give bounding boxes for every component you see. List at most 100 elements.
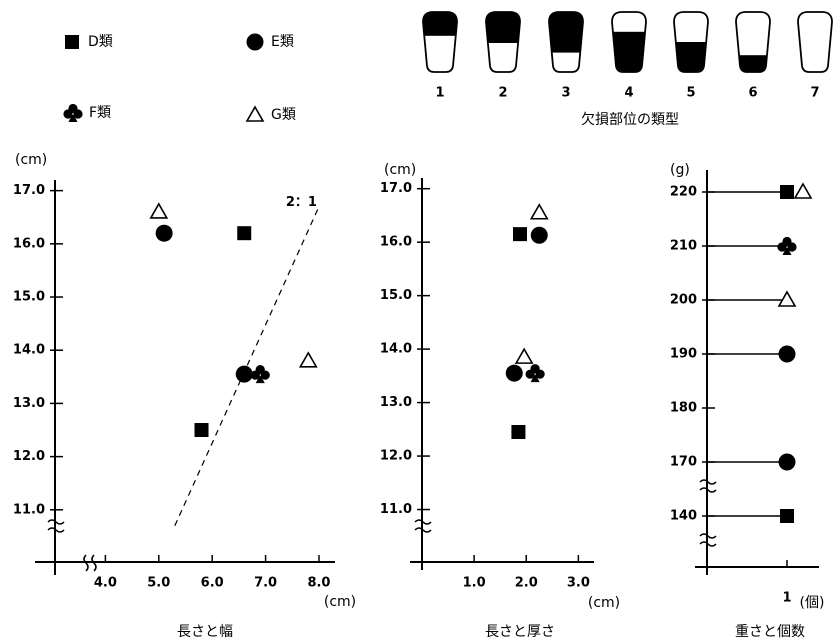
circle [246,33,264,51]
tool-outline [797,11,833,73]
marker-triangle [514,347,534,364]
chart-title: 長さと幅 [177,624,233,640]
legend-label: E類 [271,34,294,50]
tool-missing [549,12,583,53]
tool-label: 3 [561,86,570,101]
tool-body [486,12,520,72]
triangle [529,203,549,220]
y-tick-label: 11.0 [380,502,412,517]
tool-missing [486,12,520,43]
tool-outline [548,11,584,73]
marker-square [512,227,527,242]
square [511,424,526,439]
square [780,185,794,199]
club-stem [255,376,265,384]
tool-fill [798,12,832,72]
tool-shape: 5 [673,11,709,101]
tool-body [674,12,708,72]
y-tick-label: 220 [670,185,697,200]
circle [235,365,253,383]
square [194,423,209,438]
x-tick-label: 5.0 [147,576,170,591]
circle [778,345,796,363]
tool-shape: 2 [485,11,521,101]
marker-triangle [245,105,265,122]
tool-shape: 6 [735,11,771,101]
legend-label: F類 [89,105,111,121]
tool-shape: 4 [611,11,647,101]
club-leaf [63,109,73,119]
club-stem [530,375,540,383]
marker-circle [778,453,796,471]
club-leaf [787,242,797,252]
club-leaf [777,242,787,252]
marker-square [780,509,794,523]
marker-circle [246,33,264,51]
marker-triangle [149,202,169,219]
legend-label: G類 [271,107,296,123]
tool-missing [423,12,457,36]
triangle [149,202,169,219]
y-tick-label: 13.0 [13,396,45,411]
x-tick-label: 6.0 [201,576,224,591]
y-axis-label: (cm) [384,162,416,178]
club-stem [68,115,78,122]
x-tick-label: 3.0 [567,576,590,591]
club-stem [782,248,792,255]
x-axis-label: (個) [800,595,825,611]
club-leaf [250,370,260,380]
marker-circle [530,226,548,244]
circle [505,364,523,382]
legend-label: D類 [88,34,113,50]
tool-missing [736,55,770,72]
marker-square [65,35,79,49]
marker-club [250,365,270,384]
square [237,226,252,241]
tool-outline [422,11,458,73]
club-leaf [535,369,545,379]
x-tick-label: 1.0 [463,576,486,591]
tool-label: 1 [435,86,444,101]
y-tick-label: 190 [670,347,697,362]
y-tick-label: 12.0 [380,449,412,464]
x-tick-label: 4.0 [94,576,117,591]
reference-label: 2：1 [286,195,317,210]
tool-label: 2 [498,86,507,101]
marker-triangle [793,182,813,199]
tool-outline [735,11,771,73]
chart-title: 長さと厚さ [485,624,555,640]
tool-label: 5 [686,86,695,101]
x-tick-label: 2.0 [515,576,538,591]
tool-shape: 1 [422,11,458,101]
marker-triangle [529,203,549,220]
y-tick-label: 14.0 [380,342,412,357]
triangle [777,290,797,307]
triangle [793,182,813,199]
y-tick-label: 13.0 [380,395,412,410]
y-tick-label: 16.0 [380,235,412,250]
chart-title: 重さと個数 [735,624,805,640]
tool-body [549,12,583,72]
square [65,35,79,49]
types-caption: 欠損部位の類型 [581,112,679,128]
tool-missing [612,31,646,72]
tool-body [798,12,832,72]
marker-club [63,103,83,122]
tool-body [736,12,770,72]
y-tick-label: 180 [670,401,697,416]
marker-club [777,236,797,255]
marker-triangle [777,290,797,307]
marker-square [237,226,252,241]
club-leaf [260,370,270,380]
circle [778,453,796,471]
legend: D類 E類 F類 G類 [63,33,296,123]
y-tick-label: 17.0 [13,183,45,198]
tool-label: 6 [748,86,757,101]
y-tick-label: 11.0 [13,502,45,517]
tool-shape: 7 [797,11,833,101]
tool-shape: 3 [548,11,584,101]
tool-outline [673,11,709,73]
y-tick-label: 15.0 [380,288,412,303]
x-tick-label: 7.0 [254,576,277,591]
marker-square [780,185,794,199]
